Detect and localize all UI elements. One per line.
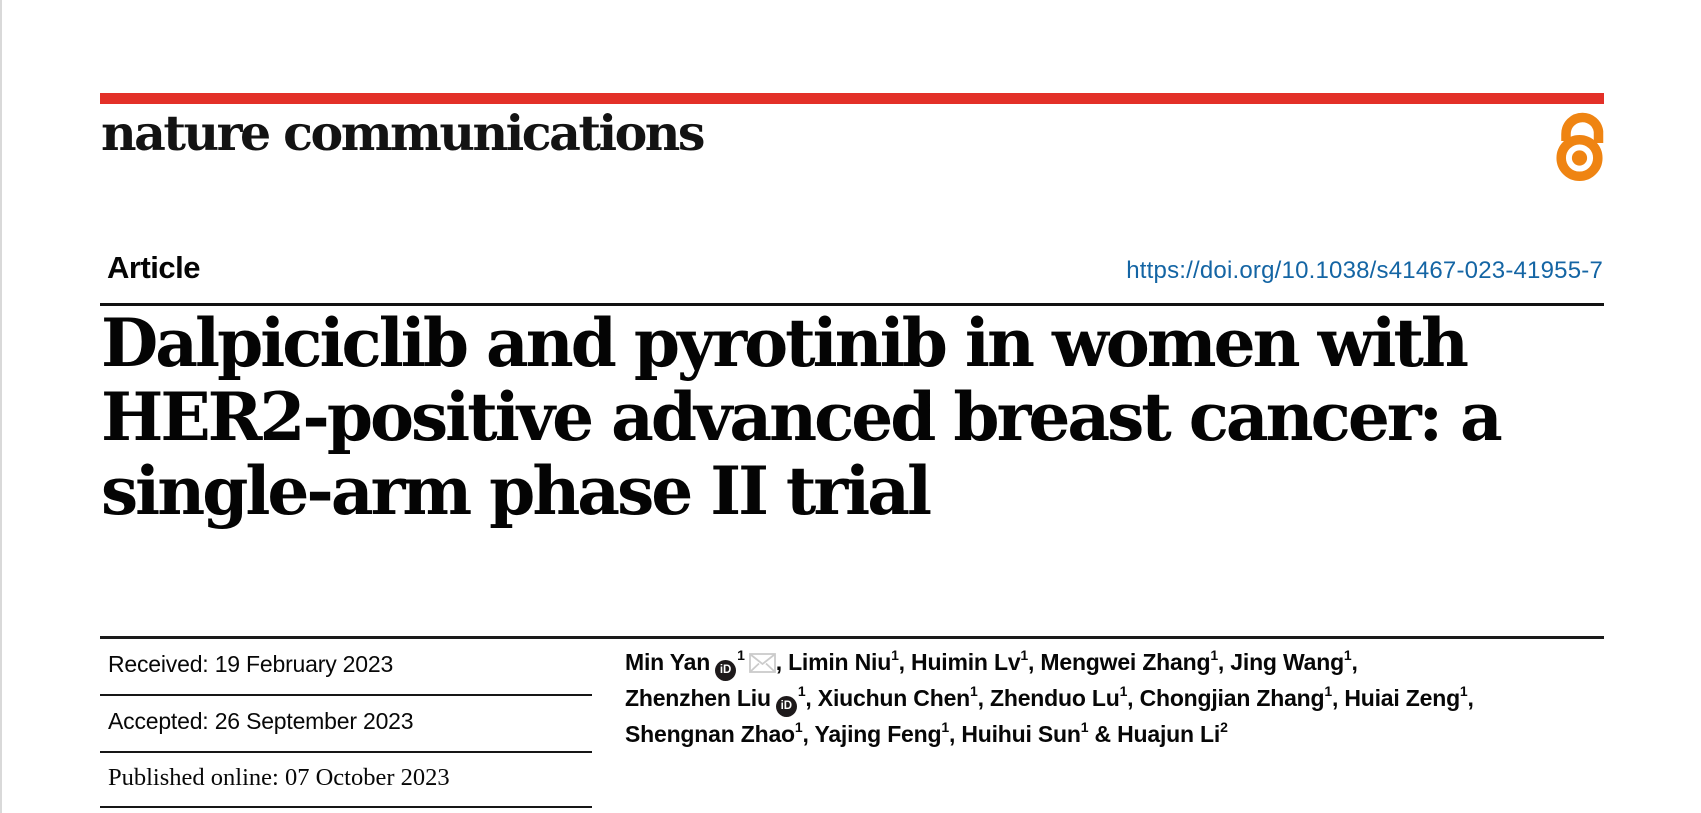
author: Zhenzhen Liu iD1, (625, 683, 818, 717)
author: Huimin Lv1, (911, 647, 1041, 675)
author: Huihui Sun1 & (961, 719, 1118, 747)
published-label: Published online: (108, 764, 279, 791)
author-separator: & (1088, 721, 1118, 747)
header-rule (100, 303, 1604, 306)
author-line: Shengnan Zhao1, Yajing Feng1, Huihui Sun… (625, 717, 1625, 751)
published-date-row: Published online: 07 October 2023 (108, 764, 578, 792)
author-name: Xiuchun Chen (817, 685, 971, 711)
affiliation-superscript: 1 (737, 647, 745, 664)
history-rule-2 (100, 751, 592, 753)
title-separator-rule (100, 636, 1604, 639)
title-line: HER2-positive advanced breast cancer: a (101, 378, 1503, 456)
page-edge-line (0, 0, 2, 813)
orcid-icon[interactable]: iD (715, 660, 737, 681)
author: Shengnan Zhao1, (625, 719, 815, 747)
affiliation-superscript: 1 (891, 647, 899, 664)
received-value: 19 February 2023 (214, 651, 394, 677)
author-name: Jing Wang (1230, 649, 1344, 675)
author-line: Zhenzhen Liu iD1, Xiuchun Chen1, Zhenduo … (625, 681, 1625, 717)
affiliation-superscript: 2 (1220, 719, 1228, 736)
doi-link[interactable]: https://doi.org/10.1038/s41467-023-41955… (1126, 257, 1603, 284)
author: Zhenduo Lu1, (990, 683, 1140, 711)
article-type-label: Article (107, 250, 200, 285)
author-separator: , (802, 721, 815, 747)
author: Xiuchun Chen1, (817, 683, 990, 711)
author-separator: , (775, 649, 789, 675)
author-name: Shengnan Zhao (625, 721, 795, 747)
affiliation-superscript: 1 (797, 683, 806, 700)
author: Min Yan iD1, (625, 647, 789, 681)
accepted-date-row: Accepted: 26 September 2023 (108, 708, 578, 735)
author: Mengwei Zhang1, (1040, 647, 1231, 675)
email-icon[interactable] (748, 653, 776, 673)
author-line: Min Yan iD1, Limin Niu1, Huimin Lv1, Meng… (625, 645, 1625, 681)
author-name: Min Yan (625, 649, 711, 675)
author-separator: , (1351, 649, 1358, 675)
author-separator: , (1127, 685, 1140, 711)
author-name: Huajun Li (1117, 721, 1221, 747)
author-name: Huimin Lv (911, 649, 1021, 675)
affiliation-superscript: 1 (970, 683, 978, 700)
author: Jing Wang1, (1230, 647, 1358, 675)
author-list: Min Yan iD1, Limin Niu1, Huimin Lv1, Meng… (625, 645, 1625, 751)
title-line: single-arm phase II trial (101, 452, 932, 530)
author-separator: , (1467, 685, 1474, 711)
author-separator: , (1331, 685, 1345, 711)
history-rule-3 (100, 806, 592, 808)
author-name: Zhenduo Lu (990, 685, 1120, 711)
accepted-label: Accepted: (108, 708, 209, 734)
affiliation-superscript: 1 (1119, 683, 1128, 700)
author-separator: , (1217, 649, 1231, 675)
open-access-icon (1556, 110, 1606, 182)
published-value: 07 October 2023 (284, 764, 450, 791)
author: Huajun Li2 (1117, 719, 1228, 747)
author-name: Limin Niu (788, 649, 892, 675)
author-name: Yajing Feng (814, 721, 942, 747)
affiliation-superscript: 1 (1020, 647, 1029, 664)
author-name: Huiai Zeng (1344, 685, 1460, 711)
author: Chongjian Zhang1, (1139, 683, 1345, 711)
author-separator: , (805, 685, 818, 711)
author: Limin Niu1, (788, 647, 912, 675)
history-rule-1 (100, 694, 592, 696)
affiliation-superscript: 1 (1080, 719, 1089, 736)
journal-logo: nature communications (101, 104, 706, 162)
affiliation-superscript: 1 (1324, 683, 1332, 700)
orcid-icon[interactable]: iD (775, 696, 797, 717)
masthead-red-bar (100, 93, 1604, 104)
article-title: Dalpiciclib and pyrotinib in women with H… (101, 304, 1503, 530)
affiliation-superscript: 1 (1459, 683, 1468, 700)
author: Yajing Feng1, (814, 719, 962, 747)
received-label: Received: (108, 651, 209, 677)
received-date-row: Received: 19 February 2023 (108, 651, 578, 678)
author: Huiai Zeng1, (1344, 683, 1474, 711)
accepted-value: 26 September 2023 (214, 708, 414, 734)
affiliation-superscript: 1 (941, 719, 949, 736)
affiliation-superscript: 1 (794, 719, 803, 736)
author-name: Huihui Sun (961, 721, 1081, 747)
title-line: Dalpiciclib and pyrotinib in women with (101, 304, 1469, 382)
author-separator: , (1028, 649, 1041, 675)
affiliation-superscript: 1 (1343, 647, 1352, 664)
author-separator: , (898, 649, 912, 675)
author-separator: , (948, 721, 962, 747)
author-name: Zhenzhen Liu (625, 685, 771, 711)
affiliation-superscript: 1 (1210, 647, 1218, 664)
author-separator: , (977, 685, 990, 711)
author-name: Mengwei Zhang (1040, 649, 1211, 675)
author-name: Chongjian Zhang (1139, 685, 1325, 711)
